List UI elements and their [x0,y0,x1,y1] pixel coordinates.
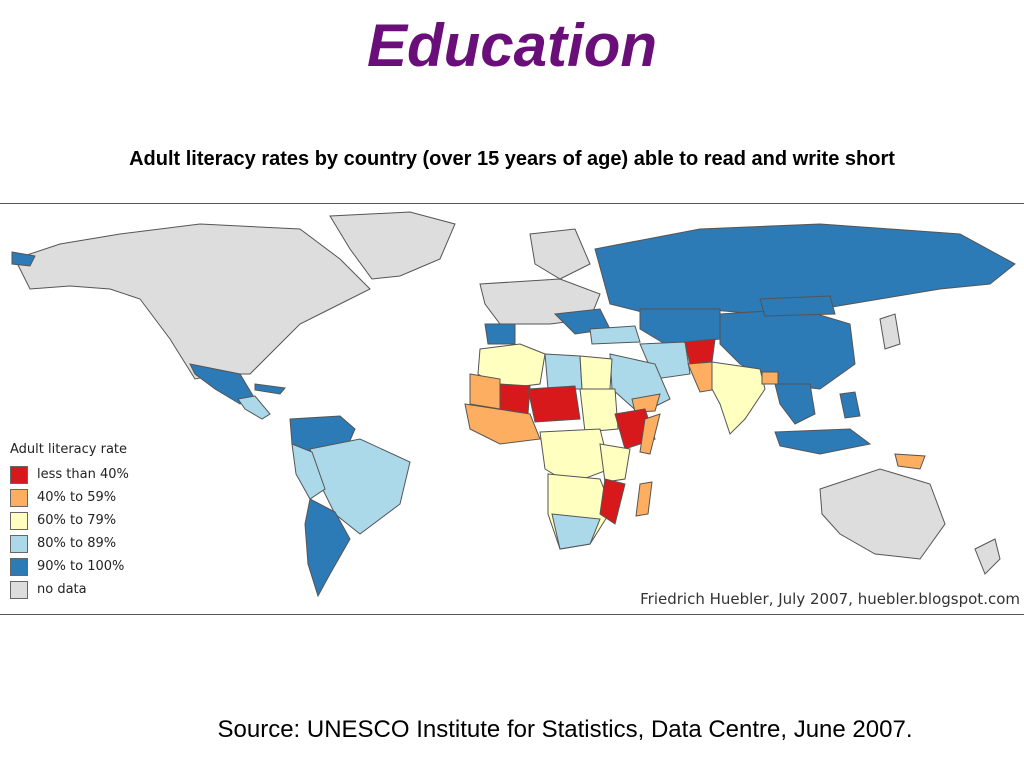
region-madagascar [635,481,653,517]
region-mozambique [599,478,626,525]
legend-swatch [10,557,28,576]
region-bangladesh [761,371,779,385]
region-afghanistan [684,338,716,365]
region-iberia [484,323,516,345]
region-southern-cone [304,498,351,598]
region-central-america [237,395,271,420]
region-central-africa [539,428,611,485]
region-philippines [839,391,861,419]
legend-label: no data [37,582,87,597]
legend-item: less than 40% [10,463,129,486]
legend-title: Adult literacy rate [10,442,128,457]
region-libya [544,353,583,390]
region-north-america [14,223,371,380]
legend-item: 90% to 100% [10,555,129,578]
legend-label: 90% to 100% [37,559,125,574]
region-mali [499,383,531,415]
region-new-zealand [974,538,1001,575]
legend-label: 60% to 79% [37,513,117,528]
legend-item: 40% to 59% [10,486,129,509]
legend-item: 60% to 79% [10,509,129,532]
region-png [894,453,926,470]
region-australia [819,468,946,560]
legend-swatch [10,511,28,530]
region-mexico [189,363,256,405]
region-somalia [639,413,661,455]
region-india [711,361,766,435]
region-mauritania [469,373,501,410]
world-map-svg [11,211,1016,598]
map-subtitle: Adult literacy rates by country (over 15… [129,148,895,170]
region-scandinavia [529,228,591,280]
region-turkey [589,325,641,345]
region-east-africa [599,443,631,483]
legend-swatch [10,580,28,599]
region-peru-bolivia [291,443,326,500]
legend-swatch [10,465,28,484]
legend-label: less than 40% [37,467,129,482]
region-alaska-isle [11,251,36,267]
region-south-africa [551,513,601,550]
legend-swatch [10,488,28,507]
region-niger-chad [527,385,581,423]
region-egypt [579,355,613,390]
map-legend: Adult literacy rate less than 40% 40% to… [10,442,129,601]
map-credit: Friedrich Huebler, July 2007, huebler.bl… [640,590,1020,608]
region-yemen [631,393,661,413]
legend-label: 80% to 89% [37,536,117,551]
region-central-asia [639,308,721,345]
source-note: Source: UNESCO Institute for Statistics,… [217,716,913,743]
region-mongolia [759,295,836,317]
region-cuba [254,383,286,395]
region-indonesia [774,428,872,455]
page-title: Education [366,12,657,79]
legend-label: 40% to 59% [37,490,117,505]
region-japan [879,313,901,350]
legend-swatch [10,534,28,553]
legend-item: 80% to 89% [10,532,129,555]
region-greenland [329,211,456,280]
region-southeast-asia [774,383,816,425]
region-west-africa [464,403,541,445]
legend-item: no data [10,578,129,601]
region-sudan [579,388,619,433]
world-map [0,203,1024,615]
